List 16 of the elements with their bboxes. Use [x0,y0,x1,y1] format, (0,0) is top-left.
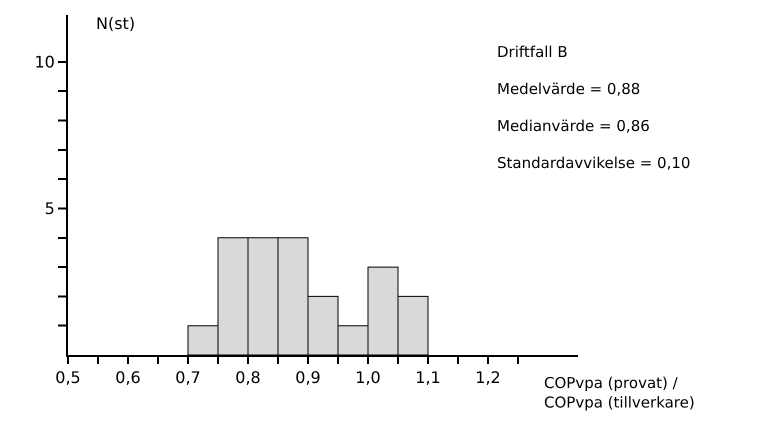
y-tick-label: 5 [44,199,55,218]
x-tick-label: 0,8 [235,368,261,388]
x-tick-label: 1,1 [415,368,441,388]
y-tick-label: 10 [34,52,55,72]
x-tick-label: 0,6 [115,368,141,388]
x-tick-label: 1,2 [475,368,501,388]
x-tick-label: 1,0 [355,368,381,388]
y-axis-title: N(st) [96,14,136,33]
x-axis-title: COPvpa (provat) / COPvpa (tillverkare) [544,374,695,412]
annotation: Medianvärde = 0,86 [497,117,650,135]
x-tick-label: 0,7 [175,368,201,388]
annotation: Standardavvikelse = 0,10 [497,154,690,172]
x-tick-label: 0,9 [295,368,321,388]
x-tick-label: 0,5 [55,368,81,388]
annotation: Driftfall B [497,43,568,61]
annotation: Medelvärde = 0,88 [497,80,640,98]
